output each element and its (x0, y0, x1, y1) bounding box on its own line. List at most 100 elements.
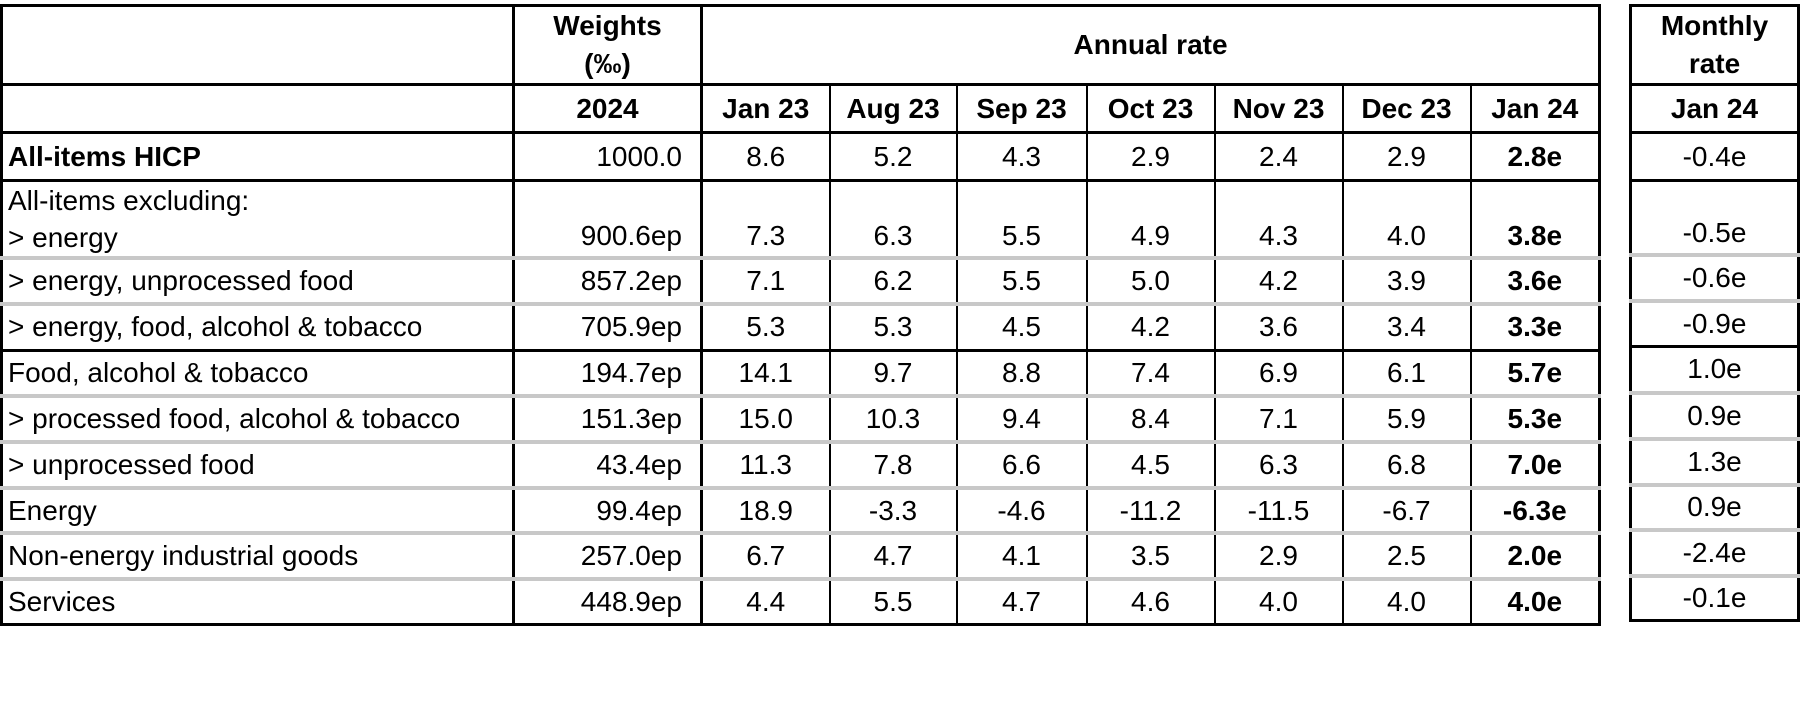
annual-rate-value: 10.3 (829, 396, 958, 444)
header-row-2: 2024 Jan 23 Aug 23 Sep 23 Oct 23 Nov 23 Dec 23… (0, 84, 1602, 134)
annual-rate-value: 4.3 (956, 132, 1088, 182)
weights-header: Weights (‰) (513, 4, 703, 86)
annual-rate-value: 6.6 (956, 442, 1088, 490)
annual-rate-value: 3.6 (1214, 304, 1344, 352)
annual-rate-value: 4.2 (1086, 304, 1216, 352)
annual-rate-value: 4.1 (956, 533, 1088, 581)
annual-rate-value: 5.3 (829, 304, 958, 352)
header-blank (0, 4, 515, 86)
month-header: Jan 24 (1470, 84, 1602, 134)
annual-rate-value: 7.1 (1214, 396, 1344, 444)
annual-rate-value: 6.3 (1214, 442, 1344, 490)
annual-rate-value: -6.7 (1342, 488, 1472, 535)
header-blank-2 (0, 84, 515, 134)
row-label: Food, alcohol & tobacco (0, 350, 515, 398)
latest-annual-rate: 5.3e (1470, 396, 1602, 444)
table-row: Non-energy industrial goods 257.0ep 6.7 4.7… (0, 533, 1602, 581)
annual-rate-value: -3.3 (829, 488, 958, 535)
header-row-1: Weights (‰) Annual rate (0, 4, 1602, 86)
row-label: > unprocessed food (0, 442, 515, 490)
latest-annual-rate: 3.8e (1470, 180, 1602, 260)
monthly-header-line2: rate (1688, 48, 1741, 79)
row-label: Non-energy industrial goods (0, 533, 515, 581)
annual-rate-value: 14.1 (701, 350, 831, 398)
row-label: Energy (0, 488, 515, 535)
hicp-monthly-rate-table: Monthly rate Jan 24 -0.4e -0.5e -0.6e -0.9e 1.0… (1629, 4, 1800, 622)
annual-rate-value: 7.4 (1086, 350, 1216, 398)
row-label: Services (0, 579, 515, 626)
annual-rate-value: 4.0 (1214, 579, 1344, 626)
monthly-row: -0.9e (1629, 300, 1800, 348)
monthly-header-line1: Monthly (1660, 10, 1769, 41)
annual-rate-value: 4.0 (1342, 579, 1472, 626)
annual-rate-value: 5.5 (956, 258, 1088, 306)
annual-rate-value: 9.7 (829, 350, 958, 398)
annual-rate-value: 4.9 (1086, 180, 1216, 260)
annual-rate-value: 6.2 (829, 258, 958, 306)
monthly-rate-value: 1.3e (1629, 438, 1800, 487)
weight-value: 1000.0 (513, 132, 703, 182)
row-label-text: > energy (8, 222, 118, 253)
annual-rate-value: 6.8 (1342, 442, 1472, 490)
monthly-header-row-1: Monthly rate (1629, 4, 1800, 86)
annual-rate-value: 2.4 (1214, 132, 1344, 182)
monthly-rate-value: -0.5e (1629, 180, 1800, 257)
weights-header-label: Weights (553, 10, 662, 41)
latest-annual-rate: 3.6e (1470, 258, 1602, 306)
table-row: All-items excluding: > energy 900.6ep 7.3 6.… (0, 180, 1602, 260)
latest-annual-rate: 2.0e (1470, 533, 1602, 581)
hicp-annual-rate-table: Weights (‰) Annual rate 2024 Jan 23 Aug 23 Sep… (0, 4, 1602, 626)
monthly-row: 1.3e (1629, 438, 1800, 487)
monthly-month-header: Jan 24 (1629, 84, 1800, 134)
month-header: Dec 23 (1342, 84, 1472, 134)
month-header: Sep 23 (956, 84, 1088, 134)
latest-annual-rate: 4.0e (1470, 579, 1602, 626)
weight-value: 194.7ep (513, 350, 703, 398)
monthly-rate-value: -0.9e (1629, 300, 1800, 348)
table-row: All-items HICP 1000.0 8.6 5.2 4.3 2.9 2.4 2.9 2.… (0, 132, 1602, 182)
annual-rate-value: 6.9 (1214, 350, 1344, 398)
row-label-intro: All-items excluding: (8, 185, 250, 216)
monthly-rate-value: 0.9e (1629, 484, 1800, 532)
table-row: > unprocessed food 43.4ep 11.3 7.8 6.6 4.5 6.3… (0, 442, 1602, 490)
month-header: Nov 23 (1214, 84, 1344, 134)
month-header: Jan 23 (701, 84, 831, 134)
weights-year-header: 2024 (513, 84, 703, 134)
table-row: > processed food, alcohol & tobacco 151.3… (0, 396, 1602, 444)
monthly-row: -0.4e (1629, 132, 1800, 182)
weight-value: 857.2ep (513, 258, 703, 306)
weight-value: 448.9ep (513, 579, 703, 626)
monthly-row: -0.6e (1629, 254, 1800, 303)
annual-rate-value: 7.3 (701, 180, 831, 260)
annual-rate-value: 5.2 (829, 132, 958, 182)
monthly-row: 1.0e (1629, 346, 1800, 395)
month-header: Aug 23 (829, 84, 958, 134)
annual-rate-value: 5.5 (956, 180, 1088, 260)
annual-rate-value: -4.6 (956, 488, 1088, 535)
latest-annual-rate: -6.3e (1470, 488, 1602, 535)
annual-rate-value: 4.3 (1214, 180, 1344, 260)
annual-rate-value: 2.9 (1214, 533, 1344, 581)
table-row: > energy, food, alcohol & tobacco 705.9ep… (0, 304, 1602, 352)
annual-rate-header: Annual rate (701, 4, 1602, 86)
row-label: > energy, food, alcohol & tobacco (0, 304, 515, 352)
annual-rate-value: 3.4 (1342, 304, 1472, 352)
annual-rate-value: 8.6 (701, 132, 831, 182)
annual-rate-value: 6.7 (701, 533, 831, 581)
annual-rate-value: 7.1 (701, 258, 831, 306)
table-row: > energy, unprocessed food 857.2ep 7.1 6.2 5… (0, 258, 1602, 306)
monthly-rate-value: -0.6e (1629, 254, 1800, 303)
annual-rate-value: 4.7 (829, 533, 958, 581)
annual-rate-value: 2.9 (1086, 132, 1216, 182)
weight-value: 151.3ep (513, 396, 703, 444)
annual-rate-value: 11.3 (701, 442, 831, 490)
weight-value: 43.4ep (513, 442, 703, 490)
annual-rate-value: 5.3 (701, 304, 831, 352)
table-row: Energy 99.4ep 18.9 -3.3 -4.6 -11.2 -11.5 -6.7 -6… (0, 488, 1602, 535)
annual-rate-value: 3.9 (1342, 258, 1472, 306)
annual-rate-value: 4.7 (956, 579, 1088, 626)
table-row: Services 448.9ep 4.4 5.5 4.7 4.6 4.0 4.0 4.0e (0, 579, 1602, 626)
monthly-row: 0.9e (1629, 392, 1800, 441)
monthly-row: -0.1e (1629, 575, 1800, 622)
weight-value: 900.6ep (513, 180, 703, 260)
